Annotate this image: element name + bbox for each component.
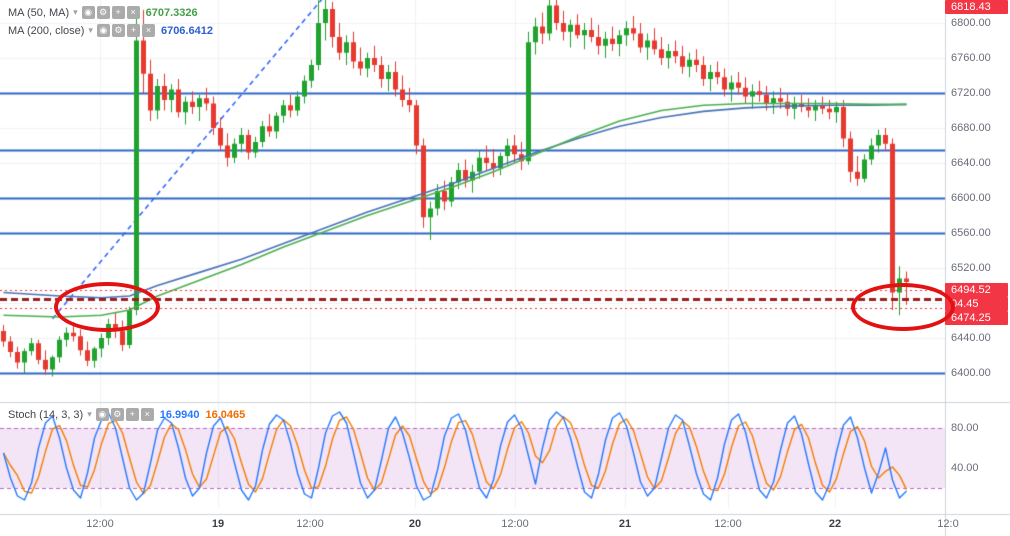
price-axis-label: 6760.00 bbox=[951, 52, 991, 64]
time-axis-label: 20 bbox=[408, 518, 422, 530]
close-icon[interactable]: × bbox=[126, 6, 140, 19]
price-axis-label: 6800.00 bbox=[951, 17, 991, 29]
stoch-k-value: 16.9940 bbox=[159, 408, 200, 421]
price-badge: 04.45 bbox=[945, 297, 1008, 312]
close-icon[interactable]: × bbox=[140, 408, 154, 421]
ma50-indicator-value: 6707.3326 bbox=[145, 6, 198, 19]
stoch-d-value: 16.0465 bbox=[205, 408, 246, 421]
ma50-indicator-label[interactable]: MA (50, MA) bbox=[8, 6, 70, 19]
stoch-indicator-controls: ◉ ⚙ + × bbox=[95, 408, 154, 421]
price-axis-label: 6520.00 bbox=[951, 262, 991, 274]
chevron-down-icon[interactable]: ▾ bbox=[88, 25, 93, 35]
ma200-indicator-controls: ◉ ⚙ + × bbox=[96, 24, 155, 37]
price-badge: 6494.52 bbox=[945, 283, 1008, 298]
stoch-indicator-label[interactable]: Stoch (14, 3, 3) bbox=[8, 408, 84, 421]
stoch-indicator-legend: Stoch (14, 3, 3) ▾ ◉ ⚙ + × 16.9940 16.0465 bbox=[8, 407, 245, 422]
price-axis-label: 6680.00 bbox=[951, 122, 991, 134]
price-axis-label: 6400.00 bbox=[951, 367, 991, 379]
price-axis-label: 6640.00 bbox=[951, 157, 991, 169]
settings-icon[interactable]: ⚙ bbox=[110, 408, 124, 421]
settings-icon[interactable]: ⚙ bbox=[111, 24, 125, 37]
ma200-indicator-value: 6706.6412 bbox=[160, 24, 213, 37]
time-axis-label: 12:00 bbox=[501, 518, 529, 530]
annotation-ellipse[interactable] bbox=[851, 283, 955, 331]
stoch-axis-label: 80.00 bbox=[951, 422, 979, 434]
price-axis-label: 6600.00 bbox=[951, 192, 991, 204]
visibility-icon[interactable]: ◉ bbox=[95, 408, 109, 421]
chevron-down-icon[interactable]: ▾ bbox=[87, 409, 92, 419]
stoch-axis-label: 40.00 bbox=[951, 462, 979, 474]
close-icon[interactable]: × bbox=[141, 24, 155, 37]
ma200-indicator-label[interactable]: MA (200, close) bbox=[8, 24, 85, 37]
add-icon[interactable]: + bbox=[126, 24, 140, 37]
price-badge: 6474.25 bbox=[945, 311, 1008, 326]
time-axis-label: 21 bbox=[618, 518, 632, 530]
time-axis-label: 12:0 bbox=[937, 518, 959, 530]
ma200-legend-row[interactable]: MA (200, close) ▾ ◉ ⚙ + × 6706.6412 bbox=[8, 23, 213, 38]
add-icon[interactable]: + bbox=[125, 408, 139, 421]
time-axis-label: 12:00 bbox=[714, 518, 742, 530]
visibility-icon[interactable]: ◉ bbox=[96, 24, 110, 37]
add-icon[interactable]: + bbox=[111, 6, 125, 19]
stoch-legend-row[interactable]: Stoch (14, 3, 3) ▾ ◉ ⚙ + × 16.9940 16.0465 bbox=[8, 407, 245, 422]
price-axis-label: 6720.00 bbox=[951, 87, 991, 99]
ma50-indicator-controls: ◉ ⚙ + × bbox=[81, 6, 140, 19]
annotation-ellipse[interactable] bbox=[54, 282, 160, 332]
price-axis-label: 6560.00 bbox=[951, 227, 991, 239]
time-axis-label: 12:00 bbox=[296, 518, 324, 530]
settings-icon[interactable]: ⚙ bbox=[96, 6, 110, 19]
ma50-legend-row[interactable]: MA (50, MA) ▾ ◉ ⚙ + × 6707.3326 bbox=[8, 5, 213, 20]
price-axis-label: 6440.00 bbox=[951, 332, 991, 344]
visibility-icon[interactable]: ◉ bbox=[81, 6, 95, 19]
time-axis-label: 22 bbox=[828, 518, 842, 530]
time-axis-label: 12:00 bbox=[86, 518, 114, 530]
time-axis[interactable]: 12:00 19 12:00 20 12:00 21 12:00 22 12:0 bbox=[0, 514, 1010, 536]
price-badge: 6818.43 bbox=[945, 0, 1008, 14]
indicator-legend: MA (50, MA) ▾ ◉ ⚙ + × 6707.3326 MA (200, cl… bbox=[8, 5, 213, 38]
pane-separator[interactable] bbox=[0, 401, 1010, 405]
chevron-down-icon[interactable]: ▾ bbox=[73, 7, 78, 17]
time-axis-label: 19 bbox=[211, 518, 225, 530]
price-axis[interactable]: 6800.00 6760.00 6720.00 6680.00 6640.00 6600.… bbox=[945, 0, 1010, 514]
